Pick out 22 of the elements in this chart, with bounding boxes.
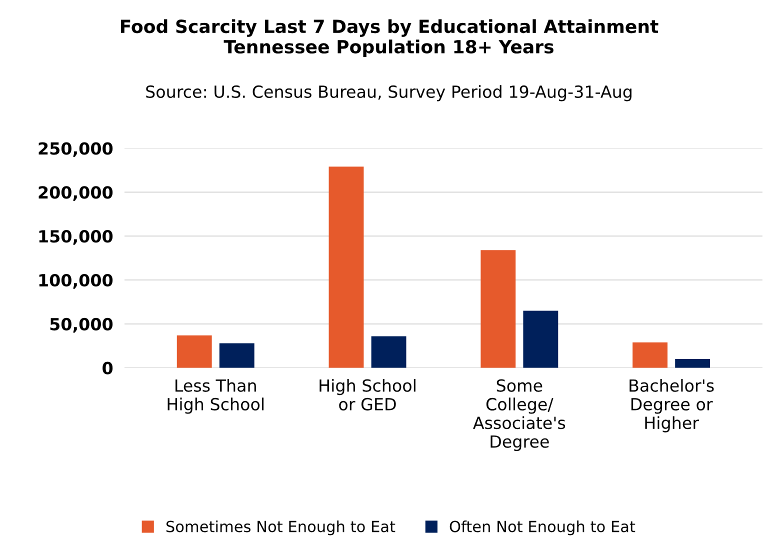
y-tick-label: 150,000 (39, 230, 113, 245)
y-tick-label: 250,000 (38, 142, 113, 157)
chart-subtitle: Source: U.S. Census Bureau, Survey Period 19-Aug-31-Aug (146, 85, 632, 102)
chart-title: Food Scarcity Last 7 Days by Educational Attainment Tennessee Population 18+ Years (120, 19, 658, 58)
y-tick-label: 200,000 (38, 186, 113, 201)
y-tick-label: 50,000 (50, 318, 113, 333)
x-tick-label: Bachelor's Degree or Higher (630, 378, 714, 432)
x-tick-label: High School or GED (320, 378, 416, 411)
bar (632, 342, 668, 368)
bar (675, 359, 710, 368)
bar (371, 336, 406, 368)
legend-label: Often Not Enough to Eat (450, 520, 636, 536)
bar (523, 310, 558, 368)
bar (328, 166, 364, 368)
bar (176, 335, 212, 368)
bar (480, 250, 516, 368)
x-tick-label: Less Than High School (168, 378, 264, 414)
legend-label: Sometimes Not Enough to Eat (166, 520, 396, 536)
x-tick-label: Some College/ Associate's Degree (473, 379, 566, 452)
bar (219, 343, 254, 368)
y-tick-label: 100,000 (39, 274, 113, 289)
y-tick-label: 0 (102, 362, 113, 374)
